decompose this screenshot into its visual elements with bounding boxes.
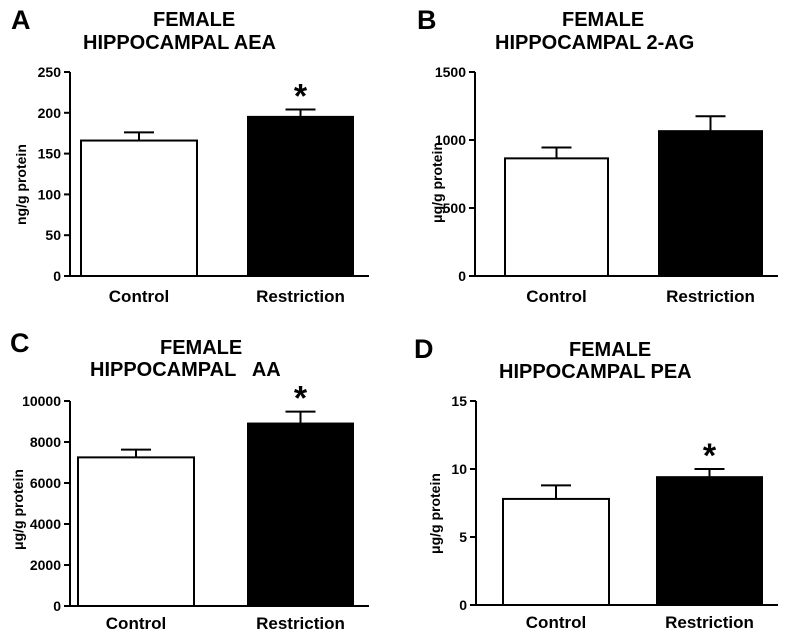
x-tick-label: Restriction	[666, 287, 755, 306]
y-tick-label: 6000	[30, 475, 61, 491]
y-tick-label: 1500	[435, 64, 466, 80]
significance-marker: *	[294, 78, 308, 116]
chart-b-svg: 0 500 1000 1500 Control Restriction	[435, 64, 778, 306]
x-tick-label: Control	[526, 613, 586, 632]
y-tick-label: 1000	[435, 132, 466, 148]
x-tick-label: Control	[526, 287, 586, 306]
panel-label: B	[417, 5, 437, 35]
panel-label: D	[414, 334, 434, 364]
y-tick-label: 200	[38, 105, 62, 121]
y-tick-label: 100	[38, 186, 62, 202]
y-axis-label: μg/g protein	[10, 469, 26, 550]
y-tick-label: 0	[53, 598, 61, 614]
chart-title-line-1: FEMALE	[160, 337, 243, 359]
panel-label: A	[11, 5, 31, 35]
chart-title-line-1: FEMALE	[569, 339, 652, 361]
y-tick-label: 4000	[30, 516, 61, 532]
bar-control	[504, 157, 609, 277]
bar-control	[502, 497, 610, 606]
x-tick-label: Control	[106, 614, 166, 633]
bar-control	[80, 139, 198, 277]
y-axis-label: ng/g protein	[13, 144, 29, 225]
y-tick-label: 500	[443, 200, 467, 216]
y-tick-label: 50	[45, 227, 61, 243]
y-tick-label: 0	[458, 268, 466, 284]
chart-panel-d: 0 5 10 15 Control Restriction * D FEMALE HIPPO…	[397, 318, 794, 636]
chart-a-svg: 0 50 100 150 200 250 Control Restriction *	[38, 64, 369, 306]
bar-control	[77, 456, 195, 607]
y-tick-label: 15	[451, 393, 467, 409]
chart-title-line-1: FEMALE	[153, 9, 236, 31]
y-tick-label: 0	[459, 597, 467, 613]
chart-panel-b: 0 500 1000 1500 Control Restriction B FEMALE …	[397, 0, 794, 318]
chart-title-line-2: HIPPOCAMPAL PEA	[499, 361, 692, 383]
chart-c-svg: 0 2000 4000 6000 8000 10000 Control Restriction…	[22, 380, 369, 633]
y-axis-label: μg/g protein	[429, 142, 445, 223]
bar-restriction	[658, 130, 763, 277]
bar-restriction	[656, 476, 763, 606]
x-tick-label: Restriction	[665, 613, 754, 632]
bar-restriction	[247, 115, 354, 277]
significance-marker: *	[703, 437, 717, 475]
y-tick-label: 5	[459, 529, 467, 545]
chart-title-line-1: FEMALE	[562, 9, 645, 31]
y-axis-label: μg/g protein	[427, 473, 443, 554]
y-tick-label: 150	[38, 146, 62, 162]
x-tick-label: Restriction	[256, 614, 345, 633]
bar-restriction	[247, 422, 354, 607]
y-tick-label: 8000	[30, 434, 61, 450]
y-tick-label: 10	[451, 461, 467, 477]
panel-label: C	[10, 328, 30, 358]
chart-panel-c: 0 2000 4000 6000 8000 10000 Control Restriction…	[0, 318, 397, 636]
y-tick-label: 2000	[30, 557, 61, 573]
chart-title-line-2: HIPPOCAMPAL 2-AG	[495, 32, 695, 54]
y-tick-label: 10000	[22, 393, 61, 409]
x-tick-label: Control	[109, 287, 169, 306]
y-tick-label: 250	[38, 64, 62, 80]
x-tick-label: Restriction	[256, 287, 345, 306]
chart-title-line-2: HIPPOCAMPAL AEA	[83, 32, 276, 54]
y-tick-label: 0	[53, 268, 61, 284]
chart-d-svg: 0 5 10 15 Control Restriction *	[451, 393, 778, 632]
chart-title-line-2: HIPPOCAMPAL AA	[90, 359, 281, 381]
chart-panel-a: 0 50 100 150 200 250 Control Restriction * A FEM…	[0, 0, 397, 318]
significance-marker: *	[294, 380, 308, 418]
